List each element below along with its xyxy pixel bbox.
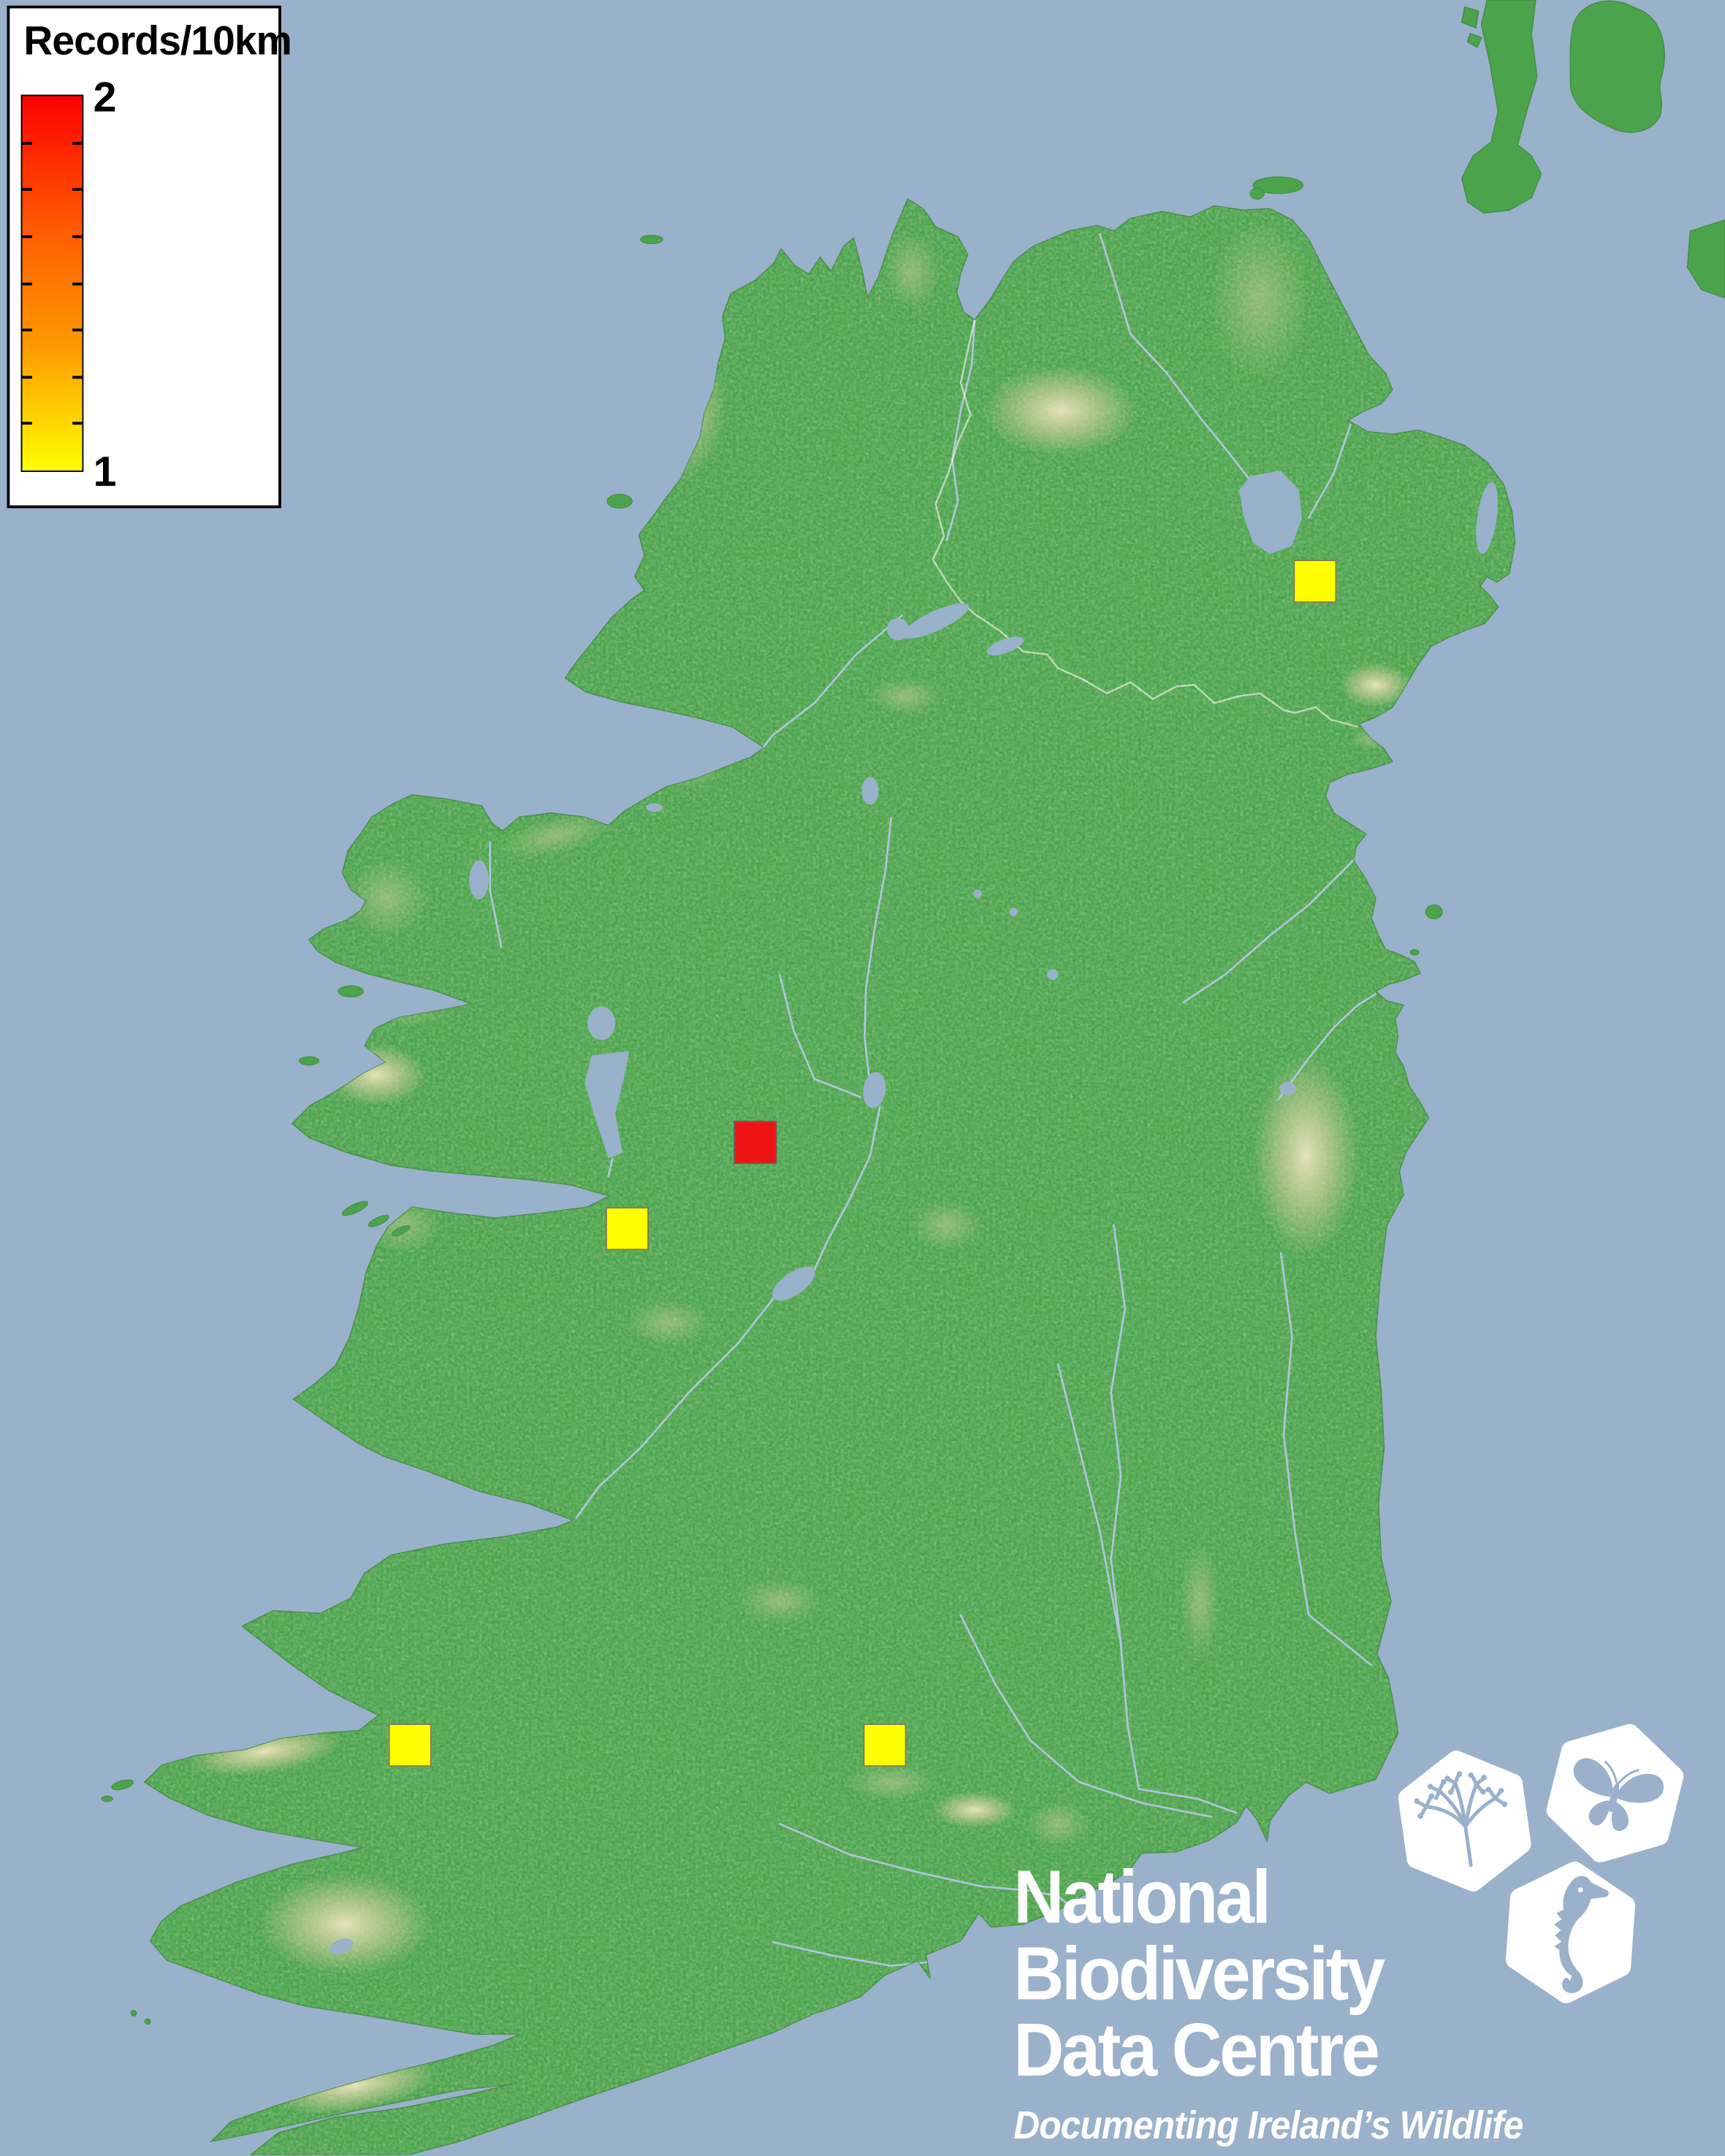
legend-min-label: 1 (93, 449, 117, 496)
logo-tagline: Documenting Ireland’s Wildlife (1013, 2103, 1523, 2147)
legend-tick (72, 235, 83, 238)
seahorse-icon (1506, 1861, 1636, 2003)
nbdc-logo: National Biodiversity Data Centre Docume… (1013, 1723, 1684, 2148)
record-cell-10km[interactable] (387, 1723, 431, 1767)
lough-corrib (584, 1051, 630, 1159)
legend-color-ramp (20, 94, 84, 472)
aran-islands (341, 1200, 368, 1216)
record-cell-10km[interactable] (862, 1723, 906, 1767)
legend-max-label: 2 (93, 75, 117, 121)
legend-panel: Records/10km 2 1 (7, 5, 292, 508)
logo-line-3: Data Centre (1013, 2008, 1380, 2093)
legend-tick (72, 328, 83, 332)
legend-tick (22, 376, 32, 379)
lough-neagh (1238, 471, 1302, 555)
scotland-coast (1461, 0, 1725, 299)
lakes (329, 471, 1499, 1954)
record-cell-10km[interactable] (1292, 559, 1336, 603)
legend-tick (22, 142, 32, 145)
rivers (489, 232, 1377, 1968)
legend-tick (72, 376, 83, 379)
legend-title: Records/10km (23, 19, 292, 64)
legend-tick (22, 328, 32, 332)
lambay-island (1425, 904, 1443, 920)
legend-tick (22, 282, 32, 286)
legend-tick (72, 188, 83, 191)
rathlin-island (1252, 176, 1304, 194)
legend-tick (22, 422, 32, 425)
legend-tick (72, 142, 83, 145)
legend-tick (22, 235, 32, 238)
legend-tick (22, 188, 32, 191)
record-cell-10km[interactable] (604, 1206, 649, 1250)
plant-icon (1398, 1751, 1531, 1892)
logo-line-2: Biodiversity (1013, 1932, 1385, 2016)
logo-line-1: National (1013, 1856, 1271, 1940)
logo-hexagons (1398, 1723, 1684, 2003)
tory-island (640, 235, 663, 245)
butterfly-icon (1546, 1723, 1684, 1863)
legend-tick (72, 282, 83, 286)
border-line (932, 320, 1358, 728)
islands (101, 176, 1443, 2025)
record-cell-10km[interactable] (733, 1120, 777, 1164)
legend-tick (72, 422, 83, 425)
